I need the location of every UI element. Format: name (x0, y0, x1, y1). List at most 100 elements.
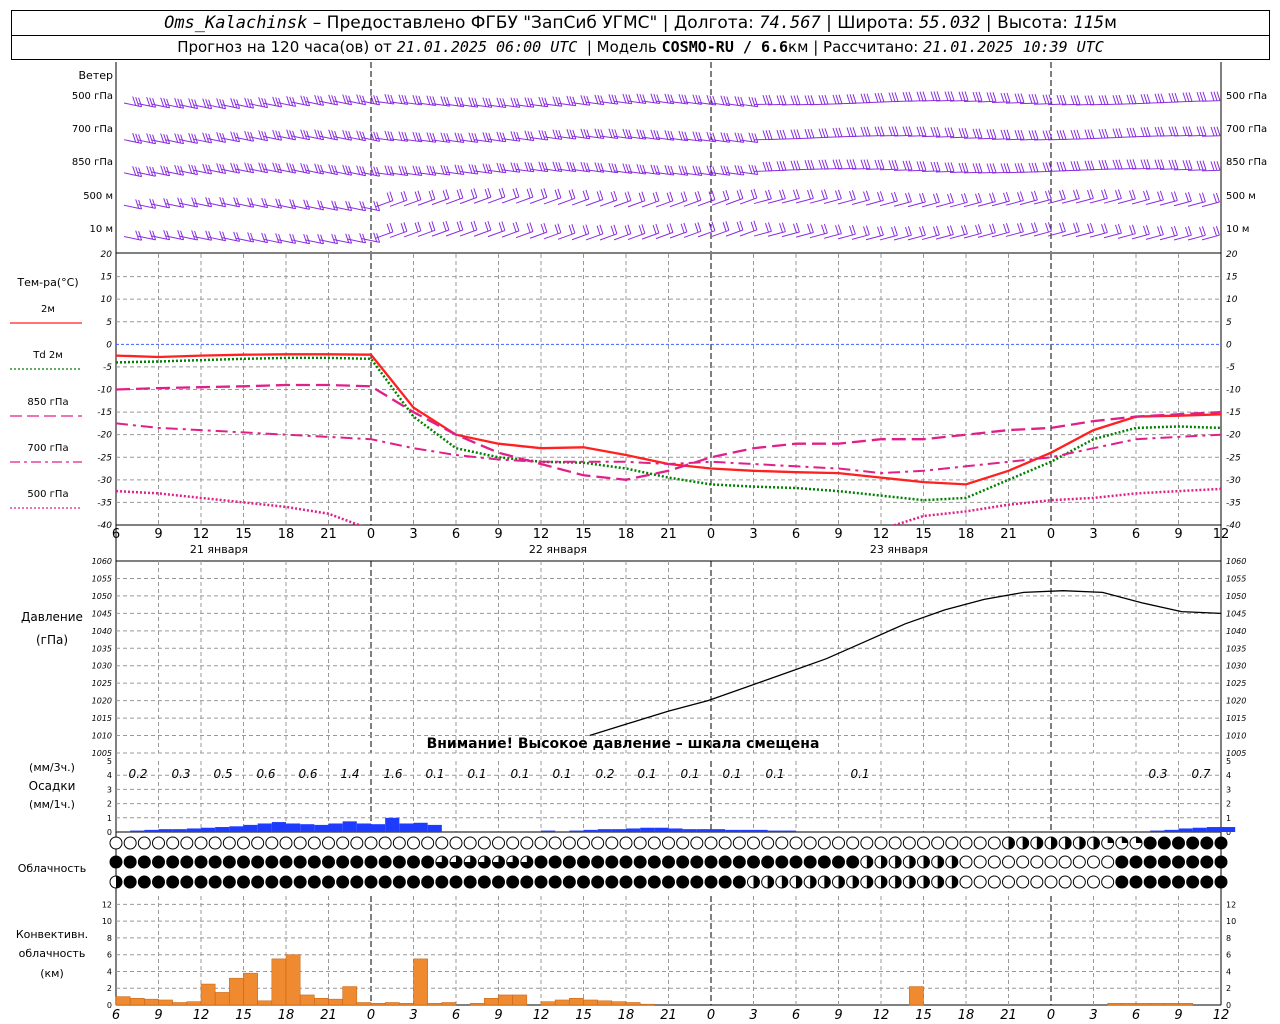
conv-tick-label: 0 (107, 1001, 112, 1010)
precip-bar (1206, 827, 1221, 832)
precip-label: 0.3 (171, 767, 190, 781)
temp-tick-label: 10 (101, 295, 113, 305)
cloud-symbol (1186, 855, 1200, 869)
wind-barb (347, 165, 367, 177)
cloud-symbol (1200, 855, 1214, 869)
cloud-symbol (506, 875, 520, 889)
precip-bar (257, 823, 272, 832)
pres-tick-label-right: 1055 (1226, 574, 1246, 583)
cloud-symbol-fill (781, 876, 788, 888)
wind-barb (137, 133, 157, 145)
wind-barb (529, 222, 548, 239)
precip-bar (229, 826, 244, 832)
precip-bar (852, 831, 867, 832)
precip-bar (470, 831, 485, 832)
convective-bar (554, 999, 570, 1006)
wind-barb (1047, 222, 1066, 237)
wind-level-label: 850 гПа (72, 157, 113, 168)
cloud-symbol-fill (1107, 837, 1114, 843)
precip-bar (441, 831, 456, 832)
wind-barb (361, 94, 381, 106)
wind-barb (333, 129, 353, 141)
time-label: 18 (278, 527, 295, 542)
cloud-symbol-fill (881, 876, 887, 888)
precip-label: 0.1 (850, 767, 869, 781)
wind-barb (571, 161, 591, 173)
cloud-symbol-fill (923, 876, 930, 888)
wind-barb (263, 96, 283, 108)
temp-tick-label: 15 (101, 273, 113, 283)
cloud-symbol (959, 836, 973, 850)
temp-tick-label: -20 (97, 431, 112, 441)
convective-bar (1121, 1003, 1137, 1006)
wind-barb (179, 230, 199, 241)
cloud-symbol (194, 836, 208, 850)
cloud-symbol-fill (753, 876, 760, 888)
forecast-prefix: Прогноз на 120 часа(ов) от (177, 38, 392, 56)
precip-label: 1.4 (340, 767, 359, 781)
wind-barb (1075, 129, 1095, 140)
precip-bar (640, 827, 655, 832)
cloud-symbol (1214, 875, 1228, 889)
time-label-bottom: 6 (792, 1008, 800, 1023)
wind-barb (221, 162, 241, 174)
wind-barb (445, 188, 464, 205)
wind-barb (977, 163, 997, 174)
wind-barb (893, 126, 913, 137)
temp-tick-label: 5 (106, 318, 112, 328)
wind-barb (361, 165, 381, 177)
wind-level-label: 10 м (90, 224, 113, 235)
cloud-symbol (718, 836, 732, 850)
convective-bar (129, 998, 145, 1006)
cloud-symbol (166, 875, 180, 889)
wind-barb (1173, 126, 1193, 137)
wind-barb (445, 164, 465, 175)
wind-barb (1047, 161, 1067, 172)
wind-barb (865, 92, 885, 104)
wind-barb (305, 163, 325, 175)
wind-barb (263, 162, 283, 174)
cloud-symbol (208, 875, 222, 889)
calc-label: Рассчитано: (823, 38, 919, 56)
wind-barb (767, 95, 787, 106)
wind-barb (375, 165, 395, 176)
wind-barb (809, 159, 829, 170)
wind-barb (1201, 91, 1221, 102)
wind-barb (459, 220, 478, 237)
time-label-bottom: 6 (112, 1008, 120, 1023)
wind-barb (711, 132, 731, 143)
precip-label: 0.1 (637, 767, 656, 781)
cloud-symbol (1115, 875, 1129, 889)
time-label: 9 (1174, 527, 1182, 542)
wind-barb (739, 188, 758, 205)
cloud-symbol (747, 855, 760, 869)
cloud-symbol (676, 855, 690, 869)
convective-bar (370, 1003, 386, 1006)
wind-barb (207, 132, 227, 143)
wind-barb (697, 190, 716, 207)
conv-tick-label: 2 (107, 984, 112, 993)
wind-barb (543, 223, 562, 240)
conv-tick-label: 6 (107, 951, 112, 960)
wind-barb (529, 161, 549, 173)
cloud-symbol (222, 836, 236, 850)
conv-tick-label: 8 (107, 934, 112, 943)
conv-tick-label: 12 (102, 900, 112, 909)
wind-barb (319, 129, 339, 141)
cloud-symbol (1016, 855, 1030, 869)
wind-barb (417, 165, 437, 176)
wind-barb (949, 127, 969, 139)
cloud-symbol (1044, 875, 1058, 889)
wind-barb (1145, 93, 1165, 104)
cloud-symbol (152, 875, 165, 889)
wind-barb (571, 128, 591, 140)
precip-title: Осадки (29, 779, 76, 793)
wind-barb (571, 95, 591, 106)
cloud-symbol (1172, 855, 1185, 869)
wind-level-label-right: 700 гПа (1226, 124, 1267, 135)
prec-tick-label: 5 (107, 757, 112, 766)
time-label: 0 (707, 527, 715, 542)
wind-barb (683, 190, 702, 207)
cloud-symbol (152, 836, 165, 850)
cloud-symbol (888, 836, 902, 850)
